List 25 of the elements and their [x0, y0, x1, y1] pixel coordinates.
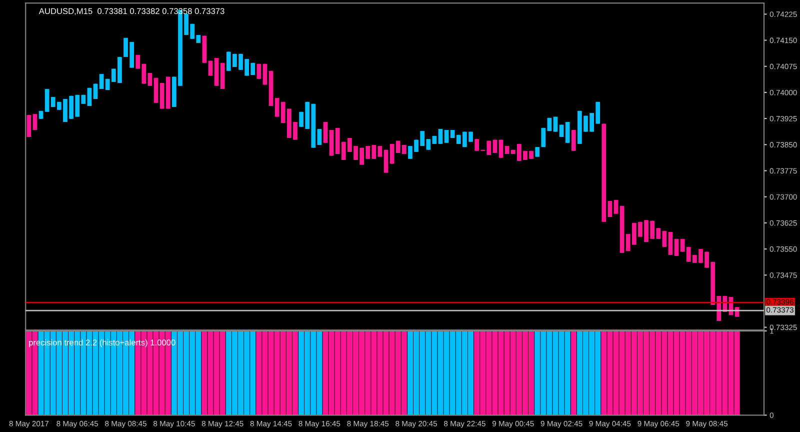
candlestick [262, 63, 268, 86]
candlestick [668, 231, 673, 256]
candlestick [438, 128, 443, 145]
candlestick [571, 129, 576, 152]
candlestick [148, 72, 152, 87]
candlestick [378, 145, 382, 158]
candlestick [674, 238, 679, 257]
candlestick [559, 124, 564, 138]
candlestick [99, 74, 104, 89]
candlestick [535, 146, 540, 158]
candlestick [492, 139, 498, 154]
candlestick [498, 139, 504, 159]
candlestick [662, 230, 667, 248]
candlestick [317, 128, 322, 146]
candlestick [32, 114, 38, 130]
candlestick [26, 115, 32, 137]
candlestick [565, 121, 570, 144]
candlestick [608, 200, 612, 218]
text: AUDUSD,M15 0.73381 0.73382 0.73358 0.73373 [38, 8, 224, 16]
candlestick [614, 199, 618, 215]
candlestick [384, 149, 388, 174]
candlestick [256, 63, 262, 80]
candlestick [444, 129, 449, 144]
candlestick [93, 83, 98, 100]
candlestick [323, 121, 328, 144]
